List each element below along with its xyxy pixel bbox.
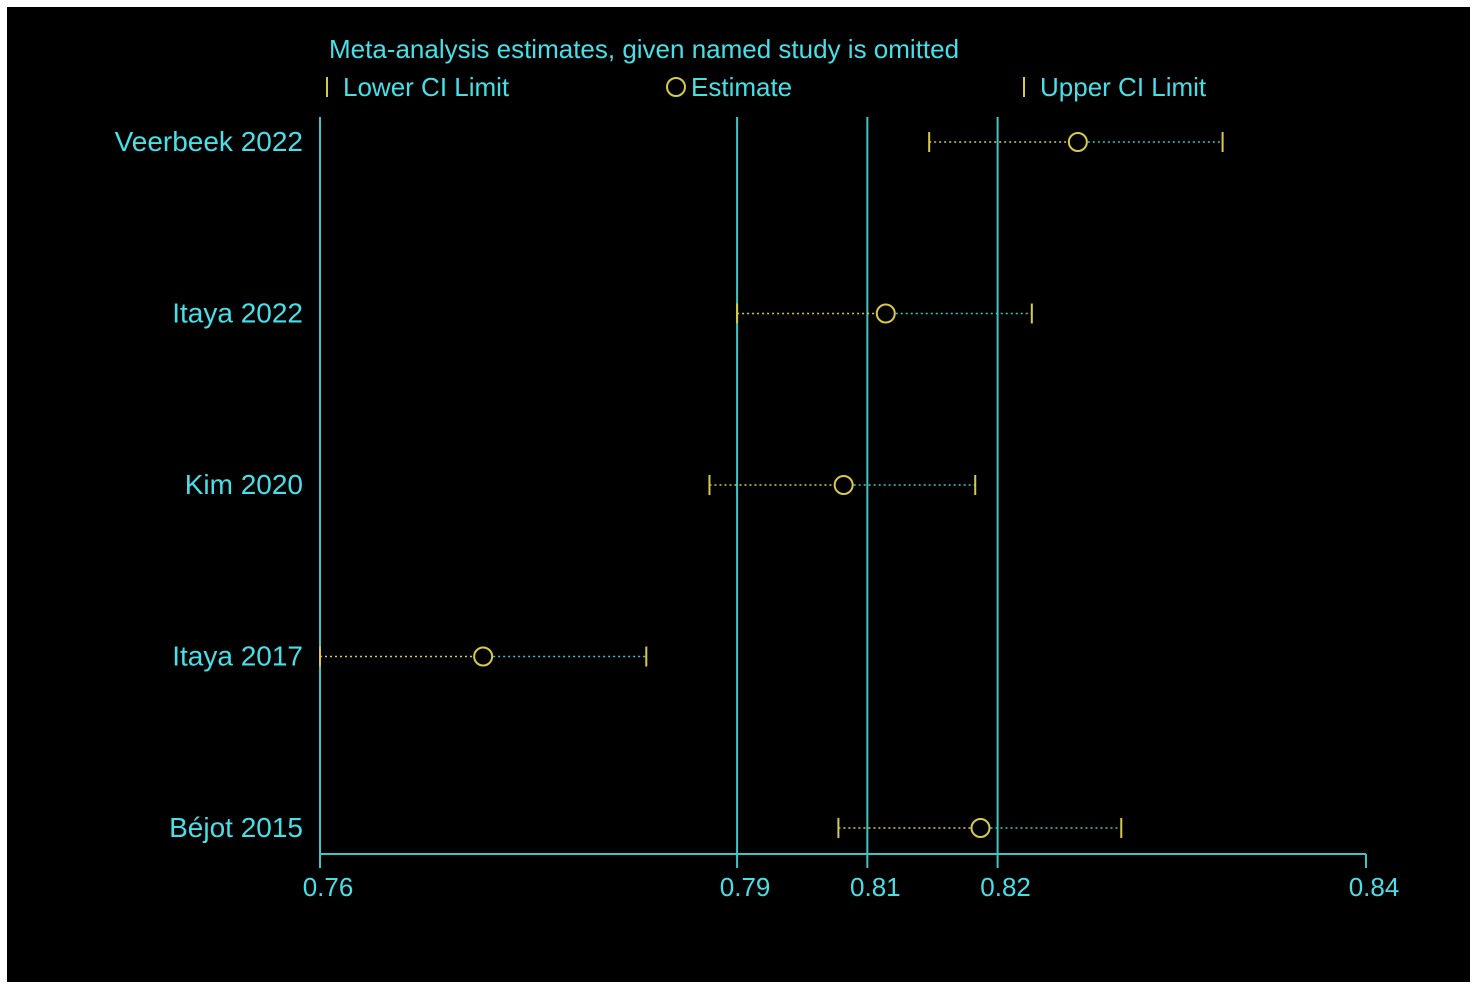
estimate-marker (473, 646, 494, 667)
chart-title: Meta-analysis estimates, given named stu… (329, 34, 959, 64)
study-label: Kim 2020 (185, 469, 303, 500)
study-label: Béjot 2015 (169, 812, 303, 843)
x-tick-label-5: 0.84 (1349, 872, 1400, 902)
study-row-5: Béjot 2015 (169, 812, 1123, 843)
study-rows: Veerbeek 2022 Itaya 2022 Kim 2020 Itaya 201… (115, 126, 1224, 843)
study-row-3: Kim 2020 (185, 469, 977, 500)
x-tick-label-1: 0.76 (303, 872, 354, 902)
x-axis: 0.76 0.79 0.81 0.82 0.84 (303, 853, 1400, 902)
chart-frame: Meta-analysis estimates, given named stu… (7, 7, 1470, 982)
legend: Lower CI Limit Estimate Upper CI Limit (326, 72, 1207, 102)
study-row-4: Itaya 2017 (172, 641, 648, 672)
estimate-marker (875, 303, 896, 324)
legend-lower-label: Lower CI Limit (343, 72, 510, 102)
estimate-marker (970, 818, 991, 838)
reference-lines (319, 117, 999, 854)
study-label: Itaya 2017 (172, 641, 303, 672)
study-row-2: Itaya 2022 (172, 298, 1033, 329)
x-tick-label-3: 0.81 (850, 872, 901, 902)
estimate-marker (1067, 132, 1088, 152)
x-tick-label-4: 0.82 (980, 872, 1031, 902)
x-tick-label-2: 0.79 (720, 872, 771, 902)
legend-estimate-label: Estimate (691, 72, 792, 102)
study-label: Itaya 2022 (172, 298, 303, 329)
legend-upper-label: Upper CI Limit (1040, 72, 1207, 102)
forest-plot: Meta-analysis estimates, given named stu… (115, 34, 1400, 902)
study-row-1: Veerbeek 2022 (115, 126, 1224, 157)
estimate-marker (833, 475, 854, 495)
legend-estimate-marker (666, 77, 686, 97)
study-label: Veerbeek 2022 (115, 126, 303, 157)
